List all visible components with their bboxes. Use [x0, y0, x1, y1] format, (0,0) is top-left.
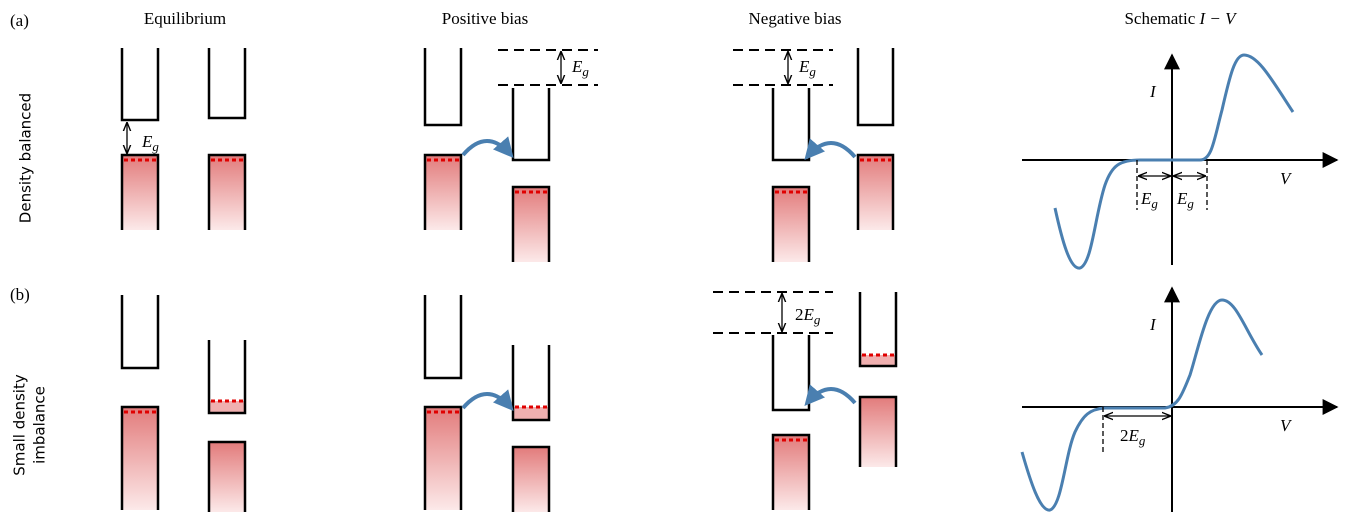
row-label: Density balanced: [17, 93, 35, 223]
iv-title-text: Schematic: [1124, 9, 1195, 28]
conduction-band: [209, 48, 245, 118]
valence-band: [513, 447, 549, 512]
column-title: Positive bias: [442, 9, 528, 28]
filled-states: [860, 355, 896, 366]
y-axis-label: I: [1149, 82, 1157, 101]
gap-label: Eg: [798, 57, 816, 79]
filled-states: [513, 407, 549, 420]
conduction-band: [513, 88, 549, 160]
gap-label: Eg: [1140, 189, 1158, 211]
gap-label-sub: g: [814, 312, 821, 327]
valence-band: [773, 187, 809, 262]
valence-band: [513, 187, 549, 262]
gap-label-sub: g: [1139, 433, 1146, 448]
conduction-band: [122, 295, 158, 368]
row-label: imbalance: [31, 386, 49, 464]
valence-band: [773, 435, 809, 510]
gap-label-main: E: [798, 57, 810, 76]
valence-band: [858, 155, 893, 230]
gap-label-prefix: 2: [795, 305, 804, 324]
gap-label-main: E: [141, 132, 153, 151]
conduction-band: [773, 88, 809, 160]
gap-label-sub: g: [152, 139, 159, 154]
gap-label-main: E: [1176, 189, 1188, 208]
gap-label: 2Eg: [795, 305, 821, 327]
iv-title-math: I − V: [1199, 9, 1239, 28]
gap-label: Eg: [141, 132, 159, 154]
valence-band: [122, 407, 158, 510]
gap-label-sub: g: [582, 64, 589, 79]
gap-label-sub: g: [809, 64, 816, 79]
conduction-band: [858, 48, 893, 125]
conduction-band: [122, 48, 158, 120]
valence-band: [122, 155, 158, 230]
conduction-band: [425, 295, 461, 378]
gap-label-sub: g: [1151, 196, 1158, 211]
conduction-band: [773, 335, 809, 410]
figure: (a) (b) Equilibrium Positive bias Negati…: [0, 0, 1355, 523]
panel-tag: (b): [10, 285, 30, 304]
valence-band: [425, 155, 461, 230]
row-label: Small density: [11, 374, 29, 476]
column-title: Negative bias: [749, 9, 842, 28]
x-axis-label: V: [1280, 416, 1293, 435]
panel-tag: (a): [10, 11, 29, 30]
gap-label: 2Eg: [1120, 426, 1146, 448]
valence-band: [860, 397, 896, 467]
gap-label-main: E: [571, 57, 583, 76]
column-title: Equilibrium: [144, 9, 226, 28]
gap-label-main: E: [1128, 426, 1140, 445]
gap-label: Eg: [571, 57, 589, 79]
iv-curve: [1022, 300, 1262, 510]
tunnel-arrow: [463, 394, 511, 408]
y-axis-label: I: [1149, 315, 1157, 334]
filled-states: [209, 401, 245, 413]
conduction-band: [425, 48, 461, 125]
x-axis-label: V: [1280, 169, 1293, 188]
iv-curve: [1055, 55, 1293, 268]
tunnel-arrow: [463, 141, 511, 155]
valence-band: [209, 155, 245, 230]
gap-label-sub: g: [1187, 196, 1194, 211]
iv-title: Schematic I − V: [1124, 9, 1238, 28]
valence-band: [209, 442, 245, 512]
tunnel-arrow: [807, 389, 855, 403]
gap-label-main: E: [803, 305, 815, 324]
gap-label-prefix: 2: [1120, 426, 1129, 445]
tunnel-arrow: [807, 143, 855, 157]
gap-label-main: E: [1140, 189, 1152, 208]
valence-band: [425, 407, 461, 510]
gap-label: Eg: [1176, 189, 1194, 211]
